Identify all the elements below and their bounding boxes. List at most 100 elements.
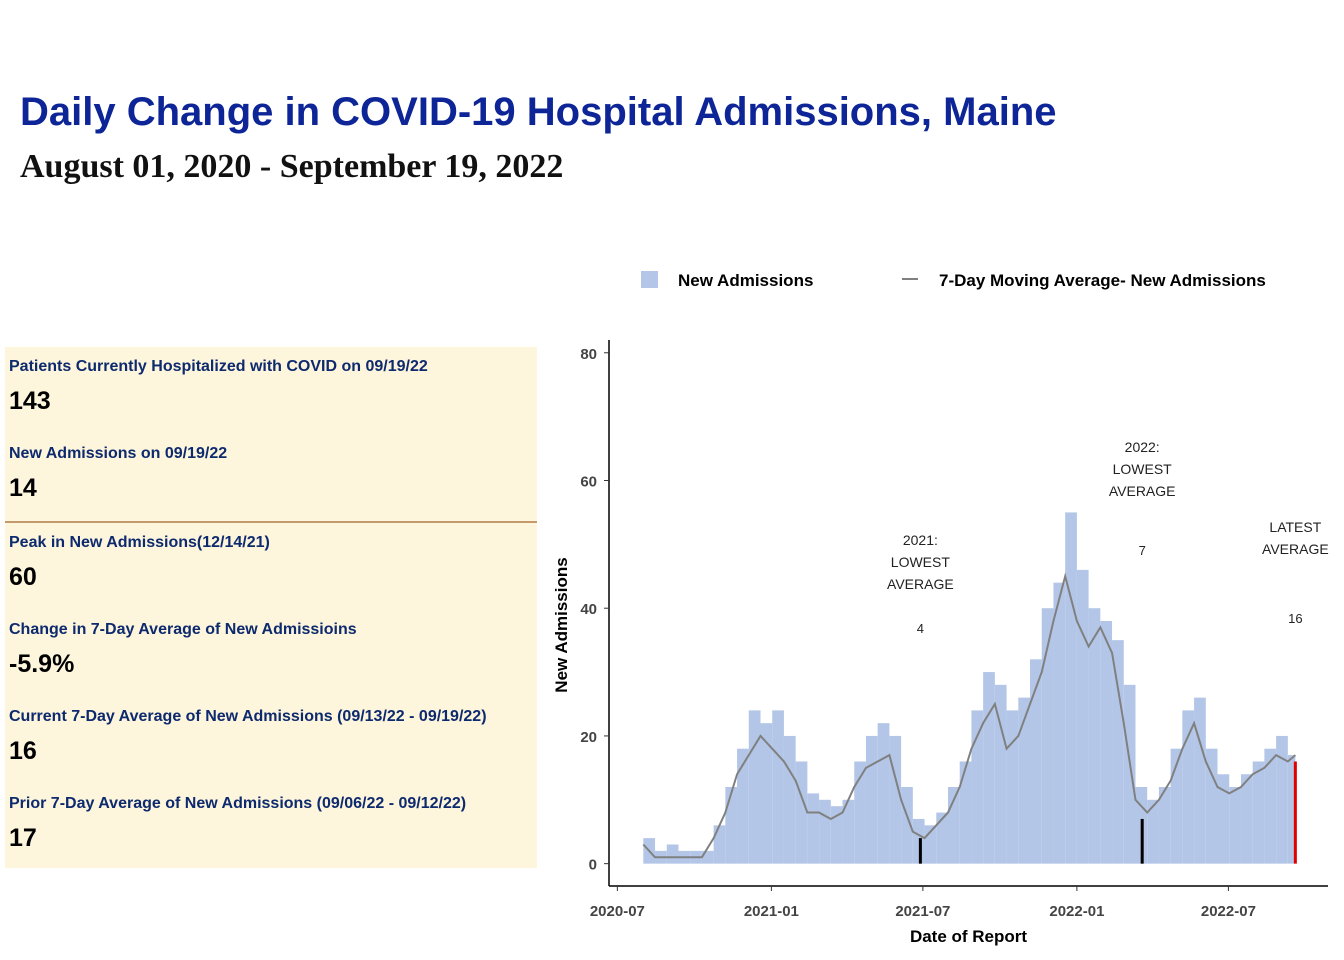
bar: [936, 812, 948, 864]
annotation-label: LOWEST: [891, 554, 951, 570]
stat-value: 14: [9, 474, 37, 502]
annotation-label: LOWEST: [1113, 461, 1173, 477]
stat-label: Peak in New Admissions(12/14/21): [9, 534, 270, 551]
stat: New Admissions on 09/19/22 14: [5, 434, 537, 523]
x-axis-label: Date of Report: [910, 927, 1027, 946]
legend-swatch: [641, 271, 658, 288]
stat-value: 60: [9, 563, 37, 591]
stat: Patients Currently Hospitalized with COV…: [5, 347, 537, 434]
x-tick-label: 2021-01: [744, 903, 799, 920]
stat-value: -5.9%: [9, 650, 75, 678]
bar: [1147, 799, 1159, 864]
bar: [760, 723, 773, 864]
x-tick-label: 2022-01: [1049, 903, 1104, 920]
moving-average-line: [642, 572, 1297, 859]
stat-value: 143: [9, 387, 51, 415]
y-tick-label: 20: [580, 729, 597, 746]
bar: [1264, 748, 1277, 864]
stat: Current 7-Day Average of New Admissions …: [5, 697, 537, 784]
stat-label: Patients Currently Hospitalized with COV…: [9, 358, 428, 375]
x-tick-label: 2020-07: [590, 903, 645, 920]
annotation-label: 2021:: [903, 532, 938, 548]
bar: [737, 748, 749, 864]
bar: [912, 818, 925, 864]
bar: [1229, 787, 1241, 864]
stat-label: Prior 7-Day Average of New Admissions (0…: [9, 795, 467, 812]
bar: [1076, 569, 1089, 864]
legend-label: New Admissions: [678, 271, 813, 290]
x-tick-label: 2022-07: [1201, 903, 1256, 920]
bar: [854, 761, 866, 864]
bar: [971, 710, 984, 864]
bar: [901, 787, 913, 864]
bar: [983, 672, 995, 864]
stat-label: Change in 7-Day Average of New Admissioi…: [9, 621, 357, 638]
stat-label: New Admissions on 09/19/22: [9, 445, 228, 462]
bar: [1053, 582, 1066, 864]
y-tick-label: 40: [580, 601, 597, 618]
legend-label: 7-Day Moving Average- New Admissions: [939, 271, 1266, 290]
bar: [819, 799, 831, 864]
stat-label: Current 7-Day Average of New Admissions …: [9, 708, 487, 725]
bar: [1123, 684, 1136, 864]
bar: [1205, 748, 1218, 864]
bar: [795, 761, 808, 864]
y-tick-label: 0: [589, 857, 597, 874]
bar: [701, 850, 714, 864]
bar: [666, 844, 679, 864]
bar: [748, 710, 761, 864]
bar: [1240, 774, 1253, 864]
bar: [1276, 735, 1288, 864]
bar: [1100, 620, 1113, 864]
bar: [877, 723, 890, 864]
annotation-label: AVERAGE: [1262, 541, 1329, 557]
bar: [889, 735, 902, 864]
bar: [1170, 748, 1183, 864]
bar: [807, 793, 820, 864]
bar: [1252, 761, 1265, 864]
annotation-label: 2022:: [1125, 439, 1160, 455]
bar: [783, 735, 796, 864]
bar: [1088, 608, 1101, 864]
bar: [842, 799, 855, 864]
y-tick-label: 80: [580, 346, 597, 363]
bar: [1006, 710, 1019, 864]
y-tick-label: 60: [580, 473, 597, 490]
bar: [1018, 697, 1031, 864]
annotation-label: AVERAGE: [1109, 483, 1176, 499]
bar: [865, 735, 878, 864]
bar: [924, 825, 937, 864]
annotation-label: LATEST: [1269, 519, 1321, 535]
stat: Change in 7-Day Average of New Admissioi…: [5, 610, 537, 697]
bar: [947, 787, 960, 864]
annotation-label: AVERAGE: [887, 576, 954, 592]
y-axis-label: New Admissions: [552, 557, 571, 692]
stat-value: 16: [9, 737, 37, 765]
annotation-value: 16: [1288, 611, 1302, 626]
stats-panel: Patients Currently Hospitalized with COV…: [5, 347, 537, 868]
bar: [1194, 697, 1206, 864]
bar: [1112, 640, 1124, 864]
stat: Peak in New Admissions(12/14/21) 60: [5, 523, 537, 610]
bar: [994, 684, 1007, 864]
bar: [725, 787, 738, 864]
stat: Prior 7-Day Average of New Admissions (0…: [5, 784, 537, 871]
bar: [1287, 755, 1296, 864]
bar: [1030, 659, 1042, 864]
bar: [1217, 774, 1230, 864]
annotation-value: 4: [917, 621, 924, 636]
bar: [1158, 787, 1171, 864]
x-tick-label: 2021-07: [895, 903, 950, 920]
page-title: Daily Change in COVID-19 Hospital Admiss…: [20, 90, 1057, 134]
bar: [959, 761, 972, 864]
bar: [713, 825, 726, 864]
annotation-value: 7: [1139, 543, 1146, 558]
stat-value: 17: [9, 824, 37, 852]
bar: [1041, 608, 1054, 864]
page-subtitle: August 01, 2020 - September 19, 2022: [20, 148, 564, 185]
bar: [830, 806, 843, 864]
bar: [1065, 512, 1077, 864]
bar: [1182, 710, 1195, 864]
